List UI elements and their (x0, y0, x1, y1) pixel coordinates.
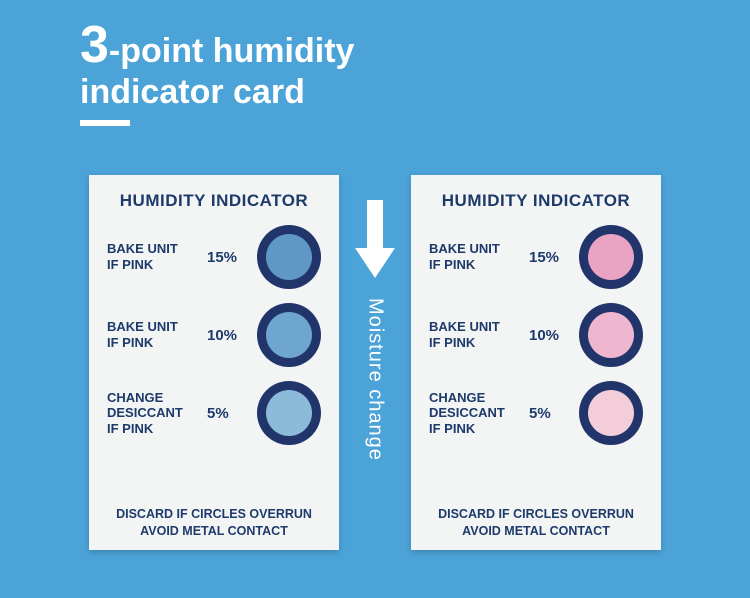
title-number: 3 (80, 16, 109, 74)
row-percent: 5% (207, 405, 247, 422)
row-label: BAKE UNIT IF PINK (429, 319, 519, 350)
indicator-circle (579, 381, 643, 445)
card-title: HUMIDITY INDICATOR (442, 191, 630, 211)
row-label: CHANGE DESICCANT IF PINK (107, 390, 197, 437)
title-line-2: indicator card (80, 73, 354, 112)
indicator-row: BAKE UNIT IF PINK 10% (423, 303, 649, 367)
card-right: HUMIDITY INDICATOR BAKE UNIT IF PINK 15%… (411, 175, 661, 550)
indicator-circle (579, 303, 643, 367)
row-label: BAKE UNIT IF PINK (107, 241, 197, 272)
row-label: CHANGE DESICCANT IF PINK (429, 390, 519, 437)
row-percent: 10% (207, 327, 247, 344)
indicator-row: BAKE UNIT IF PINK 15% (423, 225, 649, 289)
row-percent: 15% (207, 249, 247, 266)
indicator-row: BAKE UNIT IF PINK 15% (101, 225, 327, 289)
indicator-row: BAKE UNIT IF PINK 10% (101, 303, 327, 367)
row-percent: 15% (529, 249, 569, 266)
indicator-circle (257, 381, 321, 445)
card-title: HUMIDITY INDICATOR (120, 191, 308, 211)
row-label: BAKE UNIT IF PINK (107, 319, 197, 350)
indicator-circle (579, 225, 643, 289)
arrow-down-icon (353, 200, 397, 280)
indicator-circle (257, 303, 321, 367)
row-percent: 5% (529, 405, 569, 422)
indicator-row: CHANGE DESICCANT IF PINK 5% (101, 381, 327, 445)
row-percent: 10% (529, 327, 569, 344)
title-line-1: 3-point humidity (80, 18, 354, 73)
indicator-row: CHANGE DESICCANT IF PINK 5% (423, 381, 649, 445)
title-underline (80, 120, 130, 126)
row-label: BAKE UNIT IF PINK (429, 241, 519, 272)
card-left: HUMIDITY INDICATOR BAKE UNIT IF PINK 15%… (89, 175, 339, 550)
title-block: 3-point humidity indicator card (80, 18, 354, 126)
moisture-change-label: Moisture change (364, 298, 387, 461)
card-footer: DISCARD IF CIRCLES OVERRUN AVOID METAL C… (116, 506, 312, 540)
center-column: Moisture change (353, 200, 397, 461)
indicator-circle (257, 225, 321, 289)
card-footer: DISCARD IF CIRCLES OVERRUN AVOID METAL C… (438, 506, 634, 540)
title-rest: -point humidity (109, 32, 355, 70)
